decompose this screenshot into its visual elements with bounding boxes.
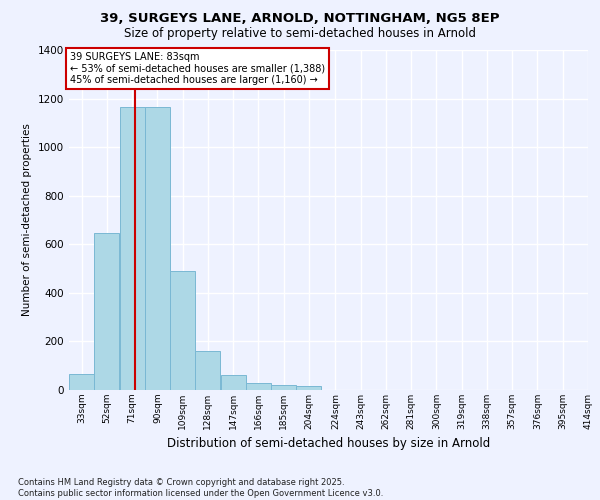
Bar [221,376,245,390]
X-axis label: Distribution of semi-detached houses by size in Arnold: Distribution of semi-detached houses by … [167,438,490,450]
Bar [271,385,296,390]
Text: 39, SURGEYS LANE, ARNOLD, NOTTINGHAM, NG5 8EP: 39, SURGEYS LANE, ARNOLD, NOTTINGHAM, NG… [100,12,500,26]
Text: 39 SURGEYS LANE: 83sqm
← 53% of semi-detached houses are smaller (1,388)
45% of : 39 SURGEYS LANE: 83sqm ← 53% of semi-det… [70,52,325,85]
Bar [296,386,322,390]
Text: Size of property relative to semi-detached houses in Arnold: Size of property relative to semi-detach… [124,28,476,40]
Bar [196,351,220,390]
Bar [120,107,145,390]
Bar [94,234,119,390]
Bar [170,271,195,390]
Bar [69,374,94,390]
Text: Contains HM Land Registry data © Crown copyright and database right 2025.
Contai: Contains HM Land Registry data © Crown c… [18,478,383,498]
Bar [145,107,170,390]
Y-axis label: Number of semi-detached properties: Number of semi-detached properties [22,124,32,316]
Bar [246,382,271,390]
